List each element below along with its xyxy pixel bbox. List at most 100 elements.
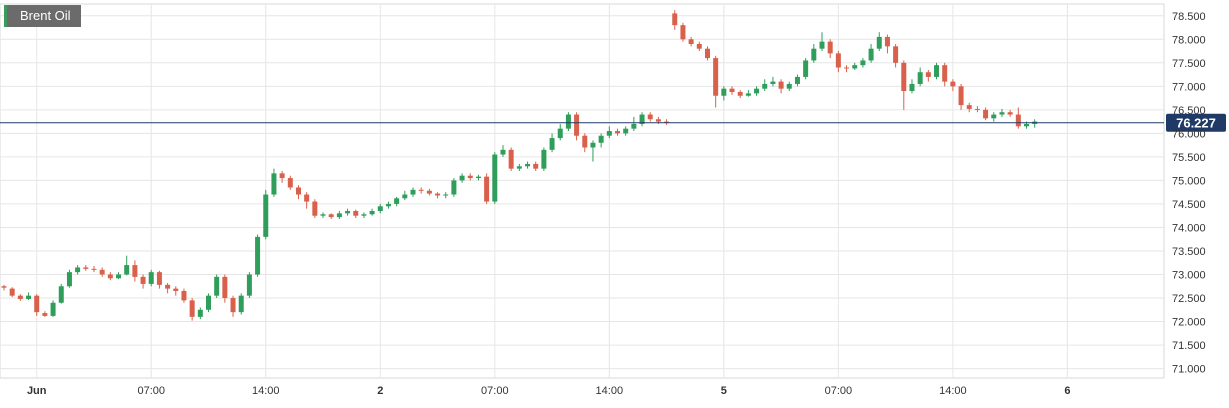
candle-body xyxy=(475,176,481,179)
candle-body xyxy=(884,36,890,47)
candle xyxy=(459,173,465,183)
candle xyxy=(394,196,400,207)
candle xyxy=(925,69,931,82)
candle xyxy=(508,147,514,172)
candle-body xyxy=(991,114,997,119)
candle xyxy=(623,126,629,136)
candle-body xyxy=(950,81,956,87)
candle-body xyxy=(876,36,882,49)
candle-body xyxy=(917,72,923,84)
candle-body xyxy=(9,288,15,296)
candle xyxy=(246,272,252,299)
candle xyxy=(156,270,162,289)
candle xyxy=(484,173,490,204)
candle xyxy=(794,74,800,87)
candle-body xyxy=(206,295,211,310)
candle xyxy=(991,112,997,122)
candle xyxy=(917,67,923,87)
candle-body xyxy=(34,295,40,313)
candle xyxy=(197,307,203,320)
x-axis: Jun 07:00 14:00 2 07:00 14:00 5 07:00 14:00 6 xyxy=(27,385,1071,397)
candle-body xyxy=(426,190,432,194)
x-tick-label: 2 xyxy=(377,385,383,397)
candle xyxy=(672,10,678,30)
candle-body xyxy=(361,214,367,216)
candle-body xyxy=(647,114,653,120)
candle xyxy=(361,212,367,219)
candle xyxy=(304,192,310,209)
candle xyxy=(549,133,555,153)
candle-body xyxy=(623,128,629,134)
candle xyxy=(541,147,547,172)
candle-body xyxy=(925,72,931,77)
candle xyxy=(639,112,645,127)
candle-body xyxy=(451,180,457,195)
candle-body xyxy=(328,214,334,218)
candle-body xyxy=(631,123,637,129)
candle-body xyxy=(696,43,702,49)
candle-body xyxy=(721,88,727,96)
candle xyxy=(696,41,702,52)
candle-body xyxy=(794,76,800,84)
candle-body xyxy=(1024,123,1029,127)
candle xyxy=(83,265,89,271)
candle-body xyxy=(287,178,293,188)
candle xyxy=(181,288,187,303)
candle xyxy=(557,123,563,141)
candle xyxy=(974,106,980,113)
candle xyxy=(966,102,972,113)
candle xyxy=(762,79,768,92)
candle-body xyxy=(811,48,817,61)
candle xyxy=(426,188,432,196)
candle-body xyxy=(909,83,915,92)
x-tick-label: Jun xyxy=(27,385,47,397)
candle xyxy=(606,126,612,139)
candle-body xyxy=(255,236,261,275)
candle-body xyxy=(999,112,1005,115)
candle xyxy=(402,190,408,201)
candle xyxy=(320,212,326,219)
candle-body xyxy=(525,163,531,167)
candle xyxy=(91,266,97,273)
y-tick-label: 77.000 xyxy=(1172,81,1206,93)
candle-body xyxy=(173,288,179,291)
candle-body xyxy=(574,114,580,136)
candle xyxy=(116,272,122,280)
candle-body xyxy=(852,65,858,69)
candle-body xyxy=(1015,114,1021,127)
candle xyxy=(410,187,416,197)
candle xyxy=(435,192,441,199)
candle xyxy=(140,274,146,289)
candle-body xyxy=(590,142,596,148)
candle-body xyxy=(345,210,351,214)
candle xyxy=(754,86,760,96)
candle xyxy=(107,272,113,281)
candle xyxy=(17,294,23,301)
x-tick-label: 07:00 xyxy=(137,385,165,397)
candle xyxy=(1015,107,1021,129)
candle xyxy=(295,185,301,200)
current-price-line: 76.227 xyxy=(0,113,1226,132)
y-tick-label: 76.500 xyxy=(1172,105,1206,117)
y-tick-label: 74.500 xyxy=(1172,199,1206,211)
candle-body xyxy=(835,53,841,68)
candle xyxy=(385,201,391,209)
candle-body xyxy=(377,206,383,211)
candle xyxy=(525,161,531,169)
y-tick-label: 71.000 xyxy=(1172,364,1206,376)
candle-body xyxy=(50,302,56,316)
candle xyxy=(230,295,236,317)
candle-body xyxy=(230,298,236,313)
candle xyxy=(132,260,138,282)
candle-body xyxy=(672,13,678,26)
candle-body xyxy=(737,91,743,96)
candle-body xyxy=(312,201,318,216)
candle-body xyxy=(410,189,416,195)
candle xyxy=(934,62,940,80)
candle-body xyxy=(770,81,776,84)
candle-body xyxy=(549,138,555,150)
candle xyxy=(369,208,375,216)
candle-body xyxy=(893,46,899,63)
candle xyxy=(345,208,351,216)
